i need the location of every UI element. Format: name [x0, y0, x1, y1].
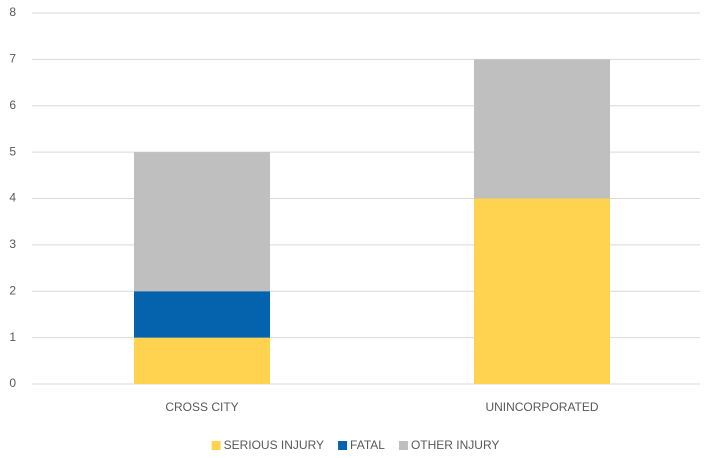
legend-label: OTHER INJURY [411, 438, 499, 452]
y-tick-label: 1 [9, 330, 16, 344]
x-tick-label: CROSS CITY [165, 400, 238, 414]
y-tick-label: 4 [9, 191, 16, 205]
bar-segment [474, 59, 610, 199]
legend-swatch [211, 441, 221, 450]
y-tick-label: 6 [9, 98, 16, 112]
y-tick-label: 0 [9, 376, 16, 390]
bar-segment [474, 198, 610, 384]
legend-swatch [398, 441, 408, 450]
y-tick-label: 3 [9, 237, 16, 251]
legend-label: FATAL [350, 438, 385, 452]
y-tick-label: 2 [9, 283, 16, 297]
y-tick-label: 5 [9, 144, 16, 158]
legend-label: SERIOUS INJURY [224, 438, 324, 452]
y-tick-label: 8 [9, 5, 16, 19]
bar-segment [134, 152, 270, 292]
y-tick-label: 7 [9, 52, 16, 66]
x-tick-label: UNINCORPORATED [485, 400, 598, 414]
bar-segment [134, 337, 270, 384]
legend-swatch [338, 441, 348, 450]
bar-segment [134, 291, 270, 338]
